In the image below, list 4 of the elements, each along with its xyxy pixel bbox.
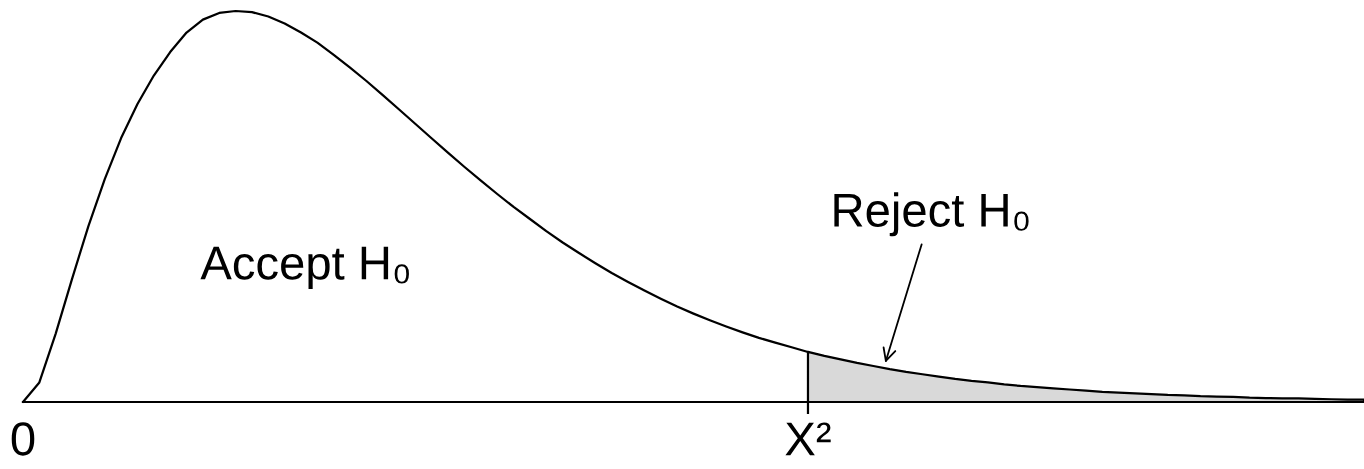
annotation: Accept H₀ — [200, 246, 409, 290]
x-tick-label: 0 — [11, 422, 35, 456]
x-tick-label: X² — [785, 422, 831, 456]
annotation: Reject H₀ — [834, 192, 1029, 237]
